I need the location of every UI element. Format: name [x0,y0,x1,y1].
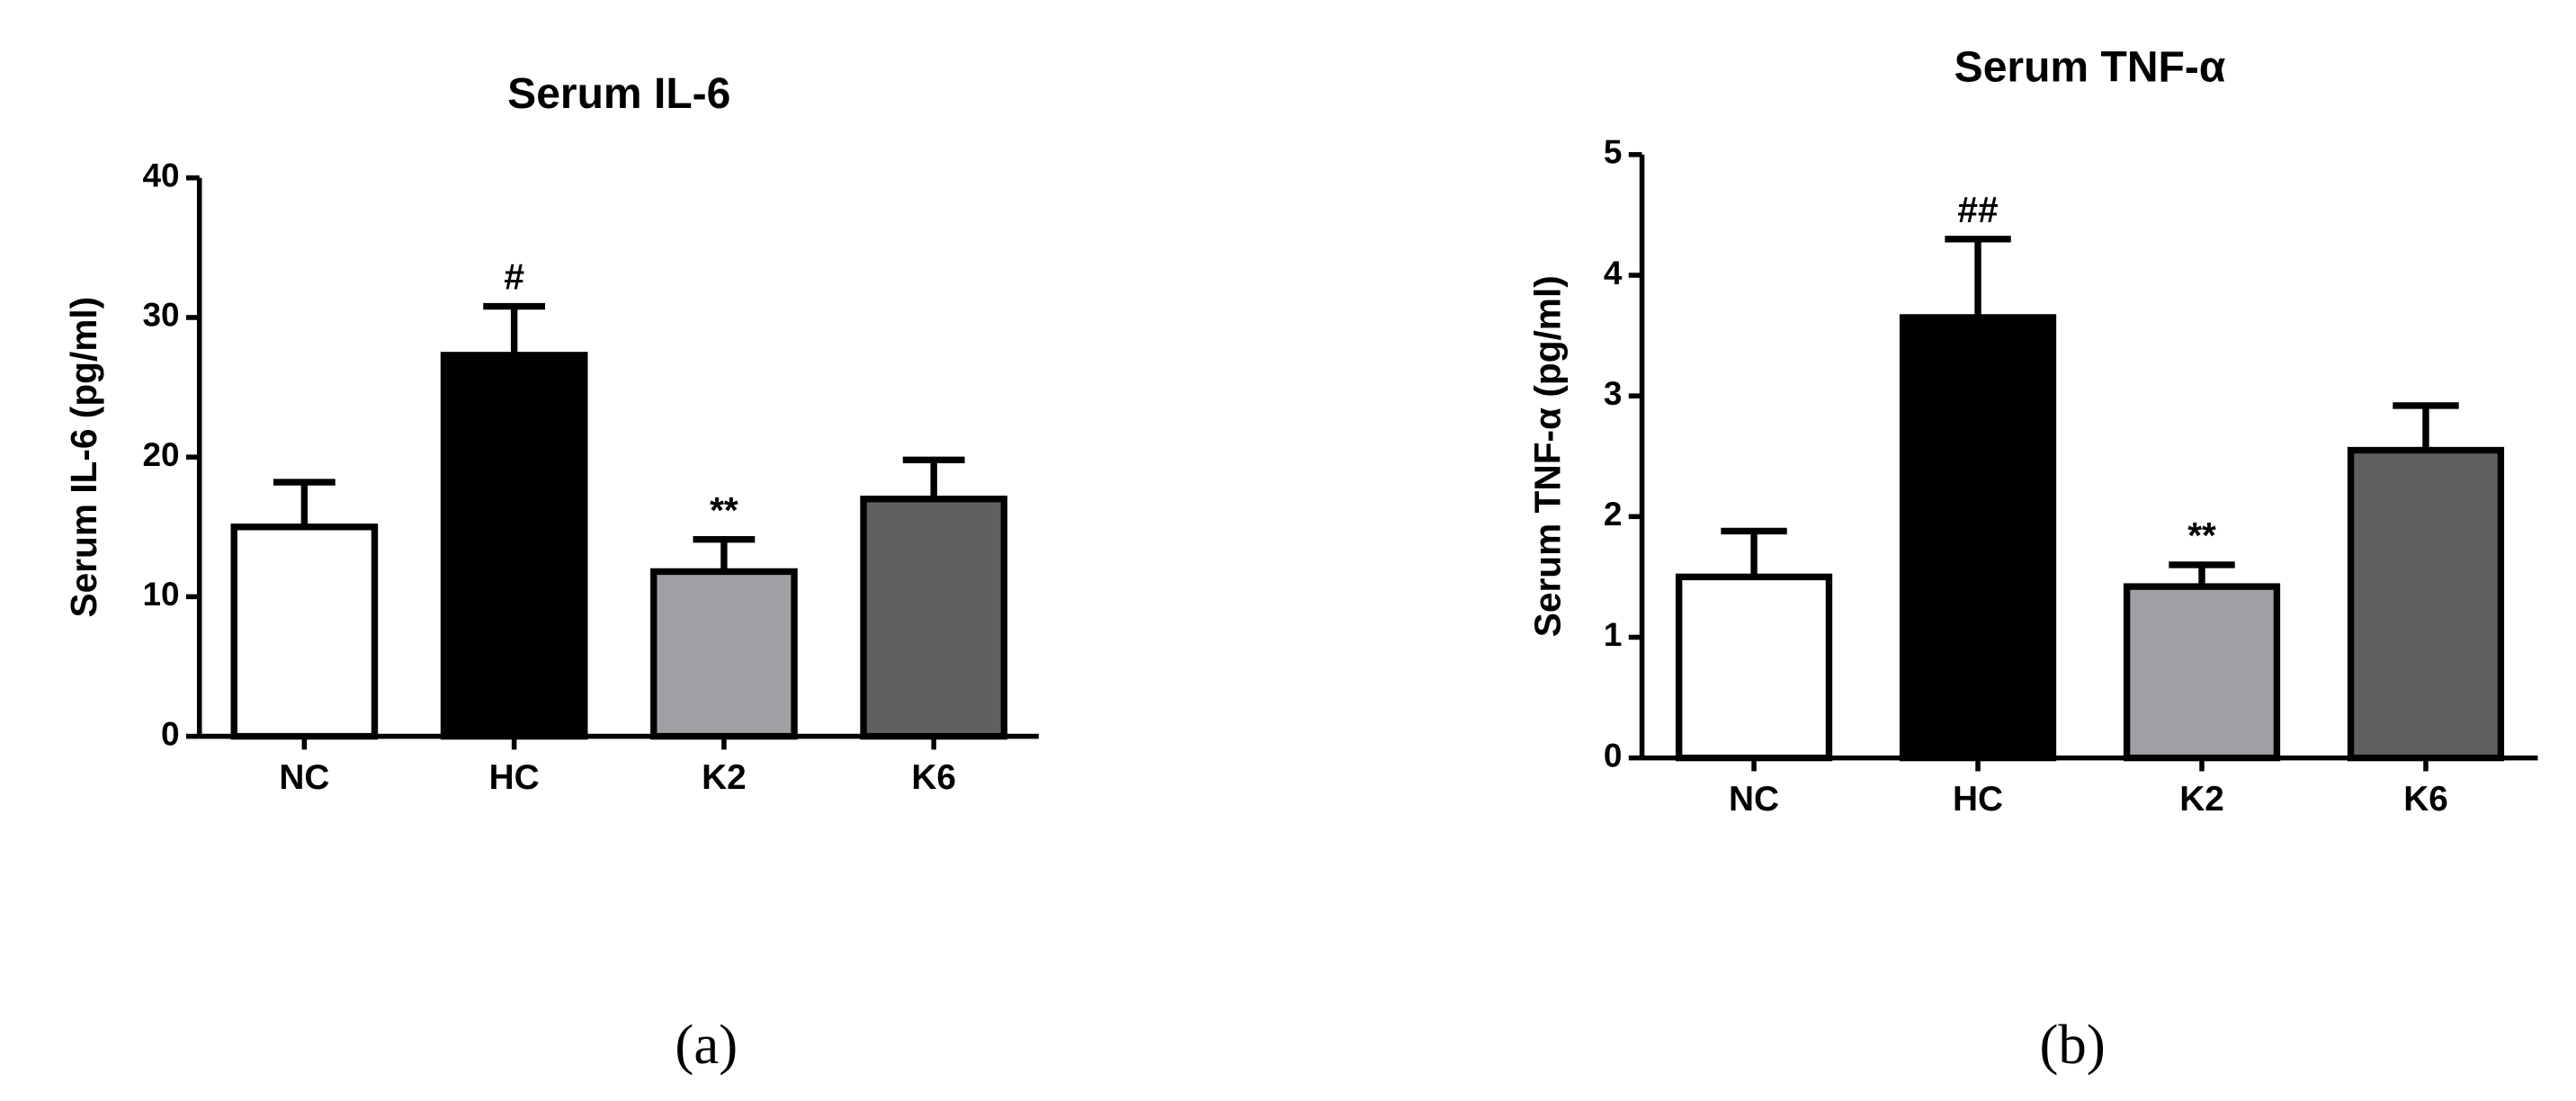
bar [650,568,798,740]
bar [860,496,1008,740]
bar [440,352,588,740]
bar [1899,314,2057,762]
chart-title: Serum IL-6 [507,70,730,118]
y-tick-label: 20 [142,436,179,473]
x-tick-label: HC [1953,780,2003,819]
y-tick-label: 1 [1604,616,1623,653]
y-tick-label: 0 [161,715,180,752]
panel-label: (b) [2040,1013,2106,1076]
significance-label: ## [1957,189,1998,230]
x-tick-label: HC [489,758,540,797]
y-axis-label: Serum TNF-α (pg/ml) [1527,275,1569,637]
panel-label: (a) [675,1013,738,1076]
x-tick-label: K2 [2179,780,2224,819]
x-tick-label: NC [279,758,329,797]
y-tick-label: 5 [1604,134,1623,171]
x-tick-label: K2 [702,758,747,797]
y-tick-label: 4 [1604,255,1623,291]
bar [1675,573,1833,762]
y-tick-label: 40 [142,157,179,194]
bar [2123,583,2281,762]
y-axis-label: Serum IL-6 (pg/ml) [63,297,104,618]
x-tick-label: K6 [911,758,956,797]
chart-title: Serum TNF-α [1954,43,2226,91]
significance-label: # [504,256,524,298]
y-tick-label: 30 [142,297,179,334]
bar [2347,446,2505,762]
y-tick-label: 3 [1604,375,1623,412]
y-tick-label: 0 [1604,737,1623,774]
x-tick-label: K6 [2403,780,2448,819]
y-tick-label: 2 [1604,496,1623,533]
significance-label: ** [710,489,738,531]
y-tick-label: 10 [142,576,179,613]
bar [230,524,379,740]
x-tick-label: NC [1729,780,1779,819]
significance-label: ** [2187,515,2216,556]
